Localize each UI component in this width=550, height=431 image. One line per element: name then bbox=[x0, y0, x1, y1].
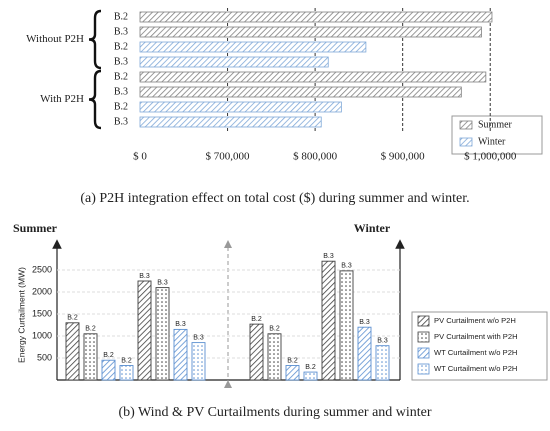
bar bbox=[139, 116, 322, 128]
row-label: B.3 bbox=[114, 26, 128, 37]
bar bbox=[65, 322, 80, 381]
group-label: With P2H bbox=[40, 93, 84, 105]
legend-swatch bbox=[417, 363, 430, 375]
y-tick-label: 500 bbox=[37, 352, 52, 362]
legend-label: WT Curtailment w/o P2H bbox=[434, 364, 517, 373]
legend-label: WT Curtailment w/o P2H bbox=[434, 348, 517, 357]
row-label: B.2 bbox=[114, 101, 128, 112]
caption: (a) P2H integration effect on total cost… bbox=[80, 191, 469, 206]
legend-swatch bbox=[459, 120, 473, 130]
row-label: B.3 bbox=[114, 116, 128, 127]
row-label: B.2 bbox=[114, 41, 128, 52]
bar-label: B.3 bbox=[341, 263, 352, 270]
bar-label: B.3 bbox=[193, 334, 204, 341]
bar bbox=[139, 86, 462, 98]
row-label: B.3 bbox=[114, 86, 128, 97]
bar-label: B.3 bbox=[139, 273, 150, 280]
bar bbox=[101, 359, 116, 381]
bar bbox=[155, 287, 170, 381]
bar-label: B.3 bbox=[175, 321, 186, 328]
bar-label: B.3 bbox=[323, 253, 334, 260]
bar bbox=[285, 365, 300, 381]
panel-label: Summer bbox=[13, 221, 58, 235]
x-tick-label: $ 800,000 bbox=[293, 151, 338, 163]
x-tick-label: $ 700,000 bbox=[206, 151, 251, 163]
row-label: B.2 bbox=[114, 11, 128, 22]
bar bbox=[139, 26, 482, 38]
legend-swatch bbox=[417, 315, 430, 327]
bar bbox=[375, 345, 390, 381]
legend-label: PV Curtailment with P2H bbox=[434, 332, 518, 341]
bar bbox=[139, 101, 342, 113]
group-brace bbox=[88, 9, 102, 70]
bar-label: B.3 bbox=[157, 279, 168, 286]
legend-swatch bbox=[417, 347, 430, 359]
y-axis-title: Energy Curtailment (MW) bbox=[16, 267, 26, 363]
bar bbox=[139, 71, 487, 83]
bar-label: B.3 bbox=[359, 319, 370, 326]
bar bbox=[173, 328, 188, 381]
bar bbox=[249, 323, 264, 381]
bar bbox=[267, 333, 282, 381]
row-label: B.3 bbox=[114, 56, 128, 67]
y-tick-label: 2500 bbox=[32, 264, 52, 274]
bar bbox=[83, 333, 98, 381]
bar-label: B.2 bbox=[305, 364, 316, 371]
caption: (b) Wind & PV Curtailments during summer… bbox=[118, 405, 431, 420]
legend-box bbox=[411, 311, 548, 381]
y-tick-label: 2000 bbox=[32, 286, 52, 296]
legend-swatch bbox=[417, 331, 430, 343]
bar-label: B.2 bbox=[269, 326, 280, 333]
y-tick-label: 1500 bbox=[32, 308, 52, 318]
bar bbox=[339, 270, 354, 381]
group-brace bbox=[88, 69, 102, 130]
x-tick-label: $ 0 bbox=[133, 151, 147, 163]
bar bbox=[139, 11, 493, 23]
bar-label: B.2 bbox=[85, 326, 96, 333]
x-tick-label: $ 1,000,000 bbox=[464, 151, 517, 163]
bar bbox=[303, 371, 318, 381]
bar bbox=[357, 326, 372, 381]
bar bbox=[139, 56, 329, 68]
bar-label: B.2 bbox=[287, 357, 298, 364]
bar-label: B.2 bbox=[103, 352, 114, 359]
bar-label: B.3 bbox=[377, 338, 388, 345]
bar bbox=[119, 365, 134, 381]
bar bbox=[139, 41, 367, 53]
legend-swatch bbox=[459, 137, 473, 147]
bar bbox=[137, 280, 152, 381]
legend-label: PV Curtailment w/o P2H bbox=[434, 316, 516, 325]
legend-label: Summer bbox=[478, 119, 513, 130]
bar bbox=[321, 260, 336, 381]
bar-label: B.2 bbox=[67, 315, 78, 322]
group-label: Without P2H bbox=[26, 33, 84, 45]
panel-label: Winter bbox=[354, 221, 391, 235]
y-tick-label: 1000 bbox=[32, 330, 52, 340]
bar bbox=[191, 342, 206, 381]
bar-label: B.2 bbox=[121, 357, 132, 364]
bar-label: B.2 bbox=[251, 316, 262, 323]
row-label: B.2 bbox=[114, 71, 128, 82]
legend-label: Winter bbox=[478, 136, 506, 147]
x-tick-label: $ 900,000 bbox=[381, 151, 426, 163]
